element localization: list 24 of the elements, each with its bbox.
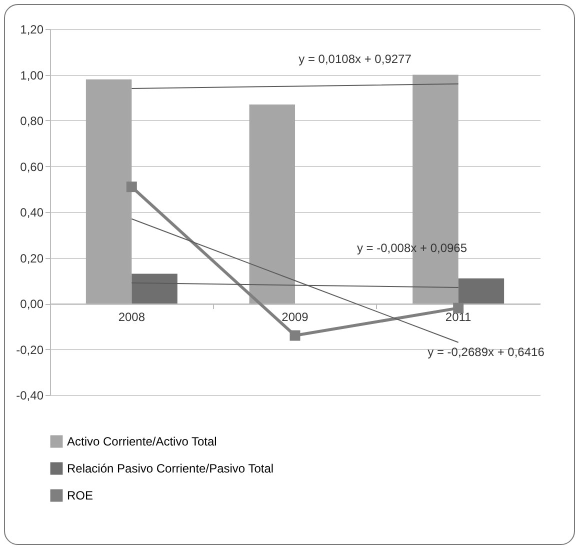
y-tick-label: 0,80 [20,114,44,128]
y-tick-label: 1,20 [20,22,44,36]
legend-label: Activo Corriente/Activo Total [67,434,217,448]
bar [458,278,504,304]
annotation: y = 0,0108x + 0,9277 [298,52,412,66]
x-tick-label: 2009 [282,310,309,324]
legend-label: ROE [67,488,94,502]
x-tick-label: 2011 [445,310,472,324]
bar [132,274,178,304]
y-tick-label: 0,00 [20,297,44,311]
annotation: y = -0,2689x + 0,6416 [428,345,545,359]
y-tick-label: 1,00 [20,68,44,82]
x-tick-label: 2008 [118,310,146,324]
legend-label: Relación Pasivo Corriente/Pasivo Total [67,462,274,476]
y-tick-label: -0,20 [16,342,44,357]
point [453,302,464,314]
y-tick-label: -0,40 [16,388,44,402]
bar [86,79,132,304]
y-tick-label: 0,60 [20,160,44,174]
point [290,330,300,341]
point [126,182,137,192]
y-tick-label: 0,20 [20,251,44,266]
y-tick-label: 0,40 [20,206,44,220]
bar [249,104,295,304]
